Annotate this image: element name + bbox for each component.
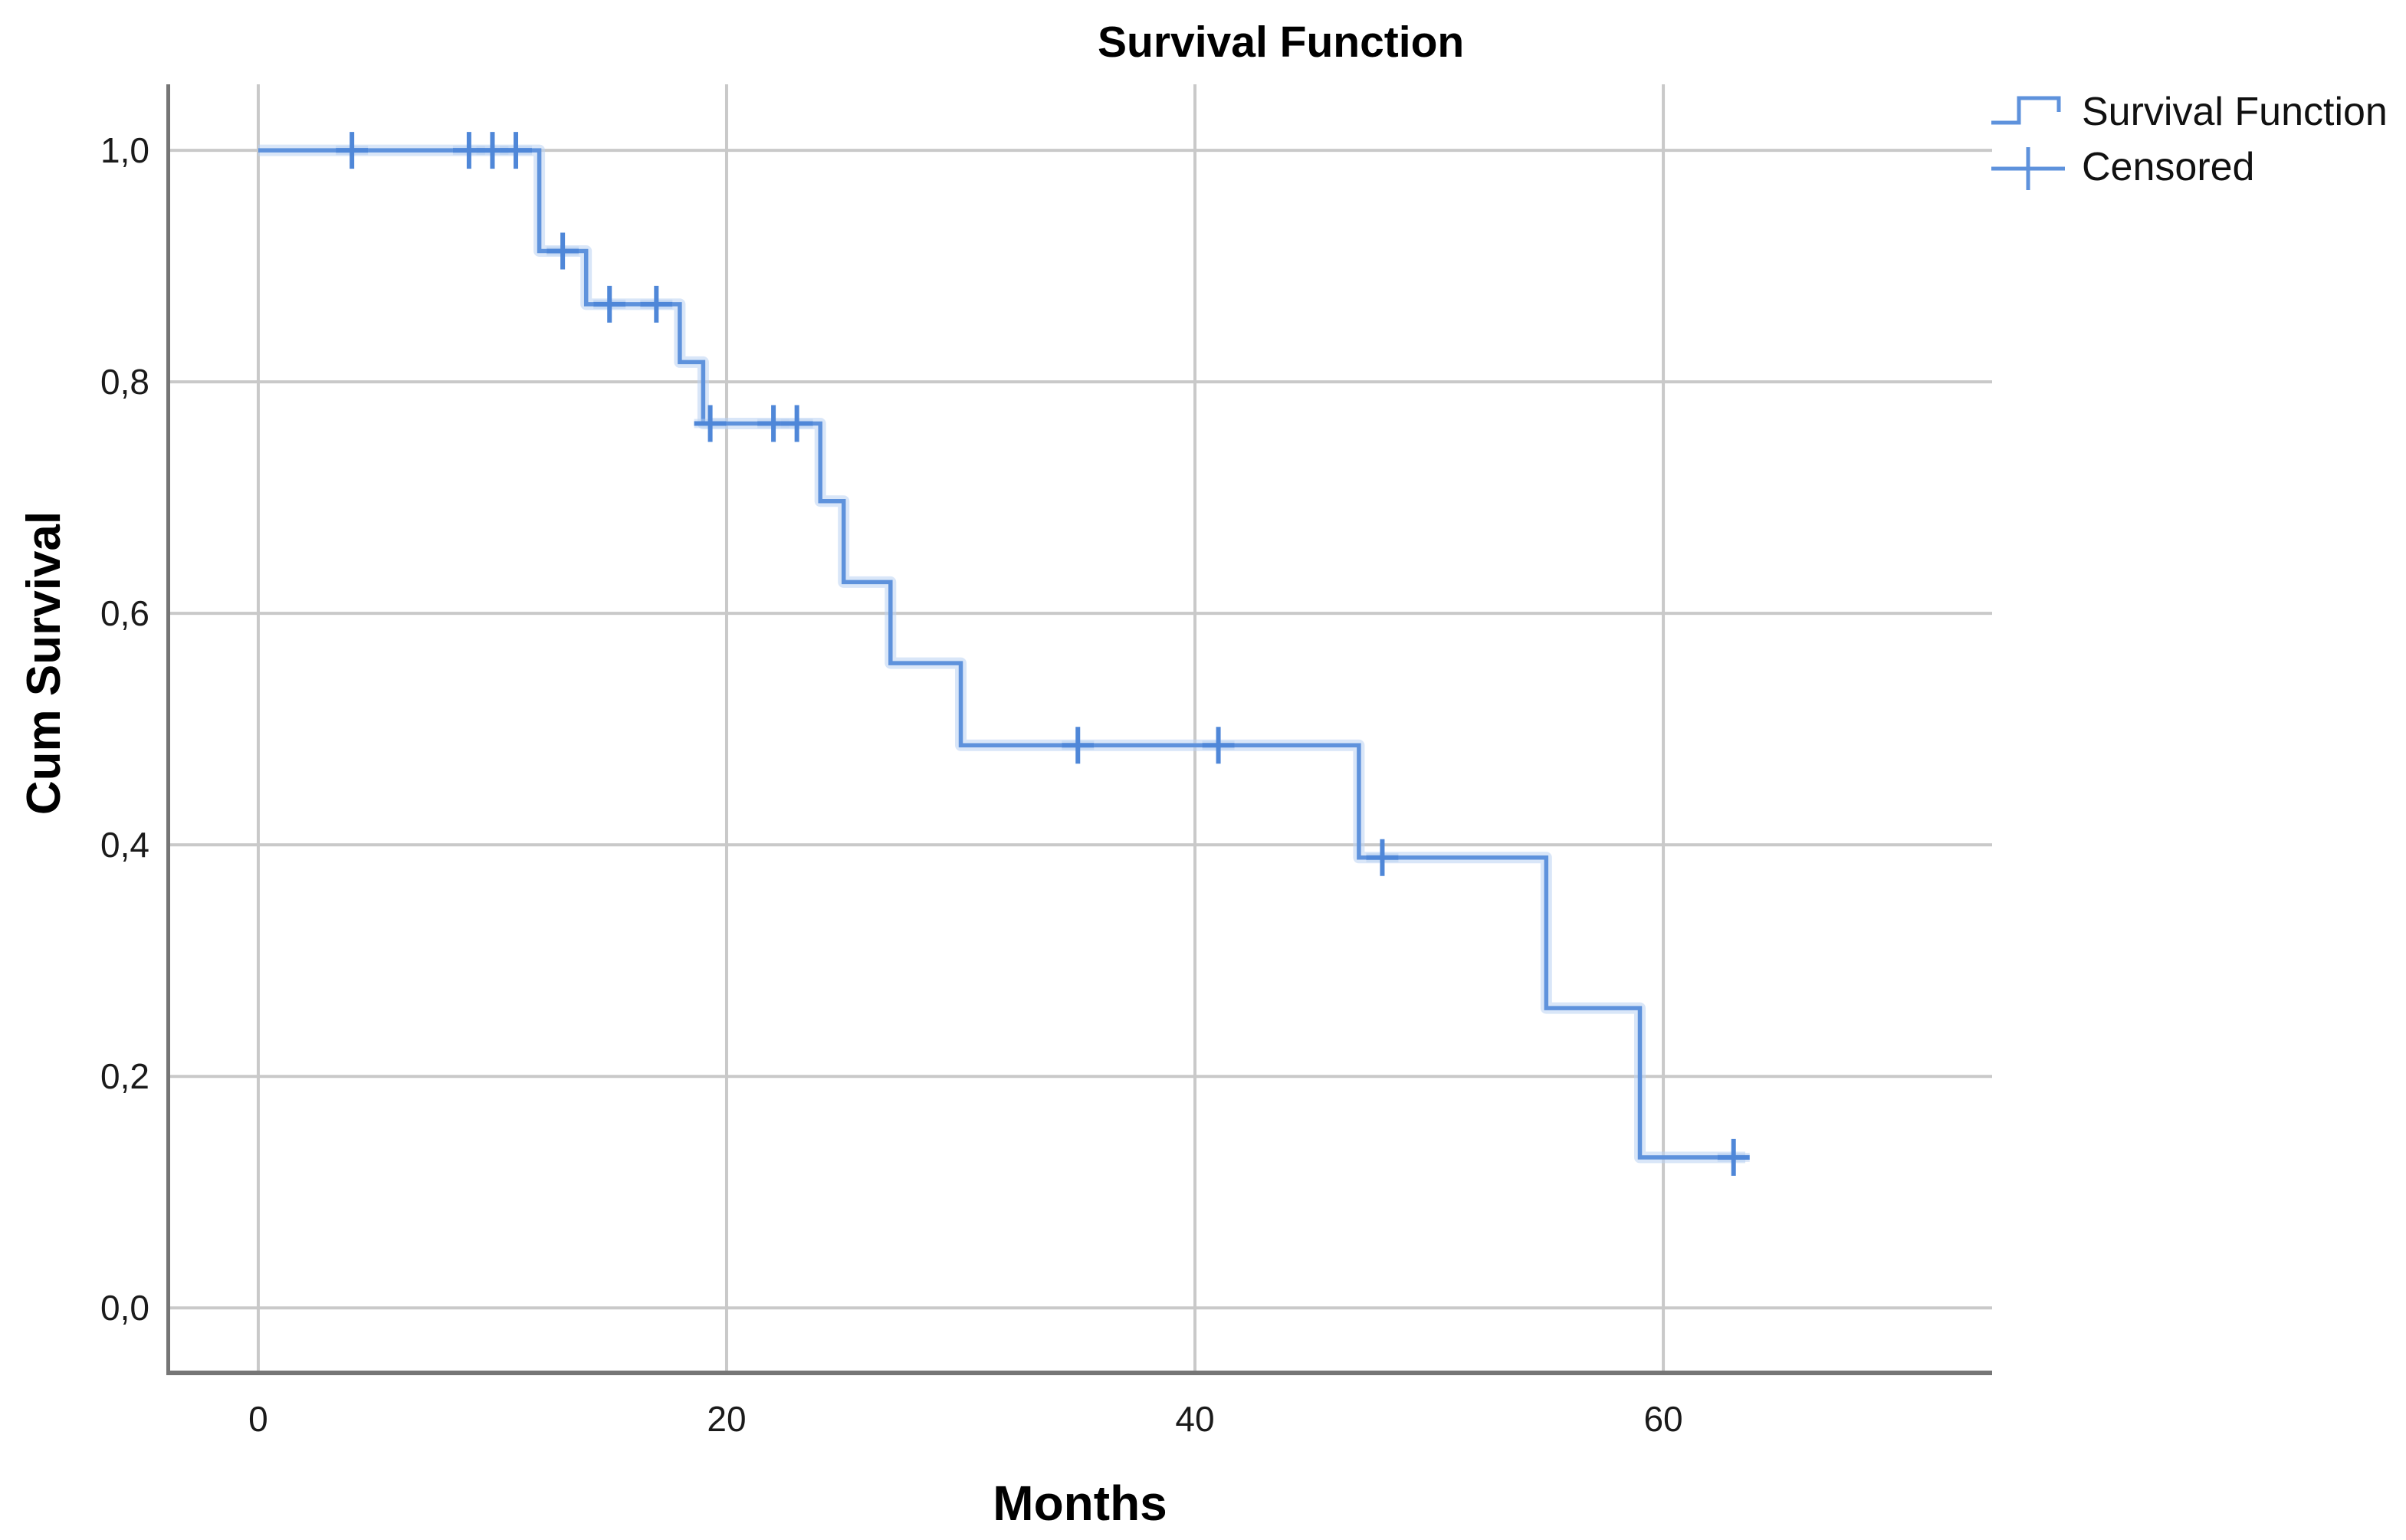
x-tick-0: 0 xyxy=(248,1399,268,1439)
legend-label-censored: Censored xyxy=(2082,145,2255,189)
x-tick-60: 60 xyxy=(1643,1399,1683,1439)
x-tick-40: 40 xyxy=(1175,1399,1215,1439)
y-tick-0_6: 0,6 xyxy=(100,593,149,634)
y-tick-0_0: 0,0 xyxy=(100,1288,149,1328)
legend-item-survival-function: Survival Function xyxy=(1990,86,2388,138)
y-tick-0_2: 0,2 xyxy=(100,1056,149,1097)
plus-icon xyxy=(1991,147,2065,190)
y-axis-title: Cum Survival xyxy=(18,511,71,816)
y-tick-1_0: 1,0 xyxy=(100,130,149,171)
survival-curve-halo xyxy=(258,144,1745,1164)
x-tick-20: 20 xyxy=(707,1399,747,1439)
y-tick-0_8: 0,8 xyxy=(100,362,149,402)
legend: Survival Function Censored xyxy=(1990,86,2388,193)
legend-item-censored: Censored xyxy=(1990,141,2388,193)
chart-title: Survival Function xyxy=(1098,18,1465,67)
legend-label-survival-function: Survival Function xyxy=(2082,90,2388,134)
step-line-icon xyxy=(1991,96,2061,125)
survival-curve xyxy=(258,148,1745,1160)
y-tick-0_4: 0,4 xyxy=(100,825,149,865)
x-axis-title: Months xyxy=(993,1476,1167,1531)
plot-area xyxy=(166,84,1992,1375)
